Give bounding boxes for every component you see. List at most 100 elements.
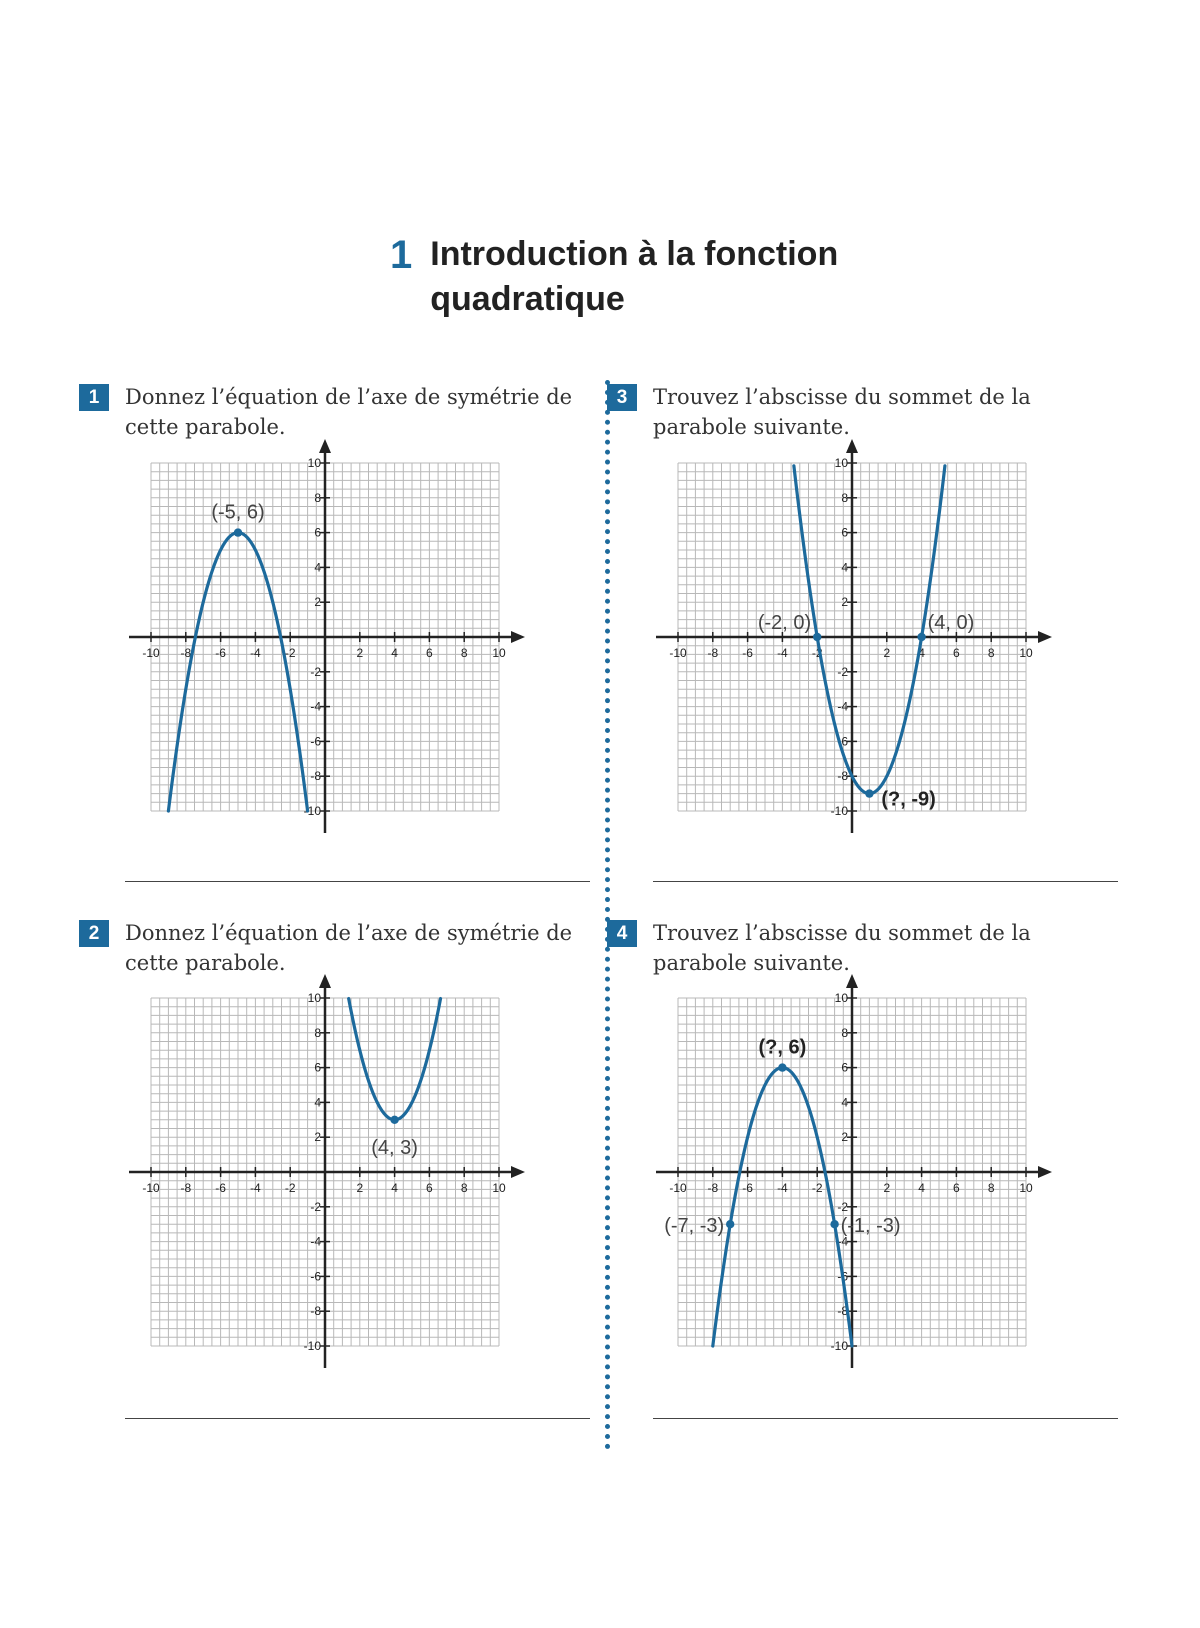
y-tick-label: 6 <box>841 1061 848 1075</box>
y-tick-label: -8 <box>837 769 848 783</box>
x-tick-label: -6 <box>215 1181 226 1195</box>
x-tick-label: 8 <box>988 646 995 660</box>
y-tick-label: -8 <box>310 1304 321 1318</box>
y-tick-label: 6 <box>841 526 848 540</box>
point-label: (4, 0) <box>928 612 975 634</box>
x-tick-label: 2 <box>883 1181 890 1195</box>
y-tick-label: 4 <box>841 560 848 574</box>
y-tick-label: 10 <box>308 991 322 1005</box>
x-tick-label: 4 <box>918 1181 925 1195</box>
y-tick-label: -6 <box>310 1269 321 1283</box>
y-axis-arrow <box>846 439 858 453</box>
x-tick-label: -10 <box>669 646 687 660</box>
point-marker <box>726 1220 735 1229</box>
point-marker <box>830 1220 839 1229</box>
x-tick-label: 4 <box>918 646 925 660</box>
x-tick-label: -6 <box>742 1181 753 1195</box>
point-marker <box>917 632 926 642</box>
exercise-prompt: Donnez l’équation de l’axe de symétrie d… <box>125 385 573 439</box>
y-tick-label: 2 <box>314 595 321 609</box>
chapter-title: Introduction à la fonction quadratique <box>430 235 839 318</box>
y-tick-label: -8 <box>310 769 321 783</box>
exercise-number-badge: 2 <box>79 920 109 947</box>
x-tick-label: -6 <box>215 646 226 660</box>
x-tick-label: -2 <box>812 646 823 660</box>
exercise-prompt: Trouvez l’abscisse du sommet de la parab… <box>653 921 1031 975</box>
x-tick-label: -10 <box>669 1181 687 1195</box>
y-tick-label: -4 <box>310 1235 321 1249</box>
exercise-number-badge: 1 <box>79 384 109 411</box>
x-tick-label: 2 <box>356 1181 363 1195</box>
x-tick-label: 6 <box>953 1181 960 1195</box>
x-tick-label: -2 <box>285 1181 296 1195</box>
graph-exercise-2: -10 -8 -6 -4 -2 2 4 6 8 10 10 8 6 4 2 -2 -4 -6 -8 -10 (4, 3) <box>129 974 525 1368</box>
graph-exercise-3: -10 -8 -6 -4 -2 2 4 6 8 10 10 8 6 4 2 -2 -4 -6 -8 -10 (-2, 0… <box>656 439 1052 833</box>
y-tick-label: -4 <box>310 700 321 714</box>
y-tick-label: 2 <box>314 1130 321 1144</box>
x-tick-label: -8 <box>707 1181 718 1195</box>
x-tick-label: 10 <box>492 1181 506 1195</box>
x-tick-label: -6 <box>742 646 753 660</box>
answer-line-2[interactable] <box>125 1418 590 1419</box>
y-tick-label: 8 <box>314 1026 321 1040</box>
x-tick-label: -8 <box>707 646 718 660</box>
y-tick-label: -4 <box>837 700 848 714</box>
answer-line-4[interactable] <box>653 1418 1118 1419</box>
exercise-number-badge: 3 <box>607 384 637 411</box>
point-label: (?, -9) <box>881 789 935 811</box>
y-tick-label: 2 <box>841 1130 848 1144</box>
y-tick-label: 8 <box>841 491 848 505</box>
x-tick-label: 6 <box>953 646 960 660</box>
y-tick-label: 4 <box>841 1095 848 1109</box>
y-tick-label: -4 <box>837 1235 848 1249</box>
y-tick-label: 6 <box>314 1061 321 1075</box>
answer-line-1[interactable] <box>125 881 590 882</box>
y-tick-label: 10 <box>835 991 849 1005</box>
x-tick-label: 8 <box>988 1181 995 1195</box>
x-tick-label: -10 <box>142 1181 160 1195</box>
x-tick-label: 10 <box>1019 1181 1033 1195</box>
point-marker <box>390 1115 399 1124</box>
exercise-number-badge: 4 <box>607 920 637 947</box>
x-tick-label: 2 <box>883 646 890 660</box>
x-tick-label: 8 <box>461 1181 468 1195</box>
point-marker <box>865 789 874 798</box>
y-tick-label: 10 <box>835 456 849 470</box>
y-axis-arrow <box>319 974 331 988</box>
point-label: (4, 3) <box>371 1137 418 1159</box>
y-tick-label: 8 <box>314 491 321 505</box>
answer-line-3[interactable] <box>653 881 1118 882</box>
y-tick-label: -10 <box>831 804 849 818</box>
x-tick-label: -2 <box>285 646 296 660</box>
y-tick-label: 8 <box>841 1026 848 1040</box>
x-tick-label: -8 <box>180 1181 191 1195</box>
exercise-prompt: Trouvez l’abscisse du sommet de la parab… <box>653 385 1031 439</box>
y-tick-label: -10 <box>831 1339 849 1353</box>
point-marker <box>233 528 243 537</box>
chapter-heading: 1 Introduction à la fonction quadratique <box>390 232 930 322</box>
x-tick-label: -4 <box>250 1181 261 1195</box>
x-tick-label: 4 <box>391 646 398 660</box>
x-axis-arrow <box>1038 631 1052 643</box>
y-tick-label: 4 <box>314 1095 321 1109</box>
x-tick-label: -2 <box>812 1181 823 1195</box>
y-tick-label: -2 <box>837 1200 848 1214</box>
y-tick-label: 10 <box>308 456 322 470</box>
point-marker <box>813 632 822 642</box>
x-tick-label: 4 <box>391 1181 398 1195</box>
x-tick-label: -4 <box>250 646 261 660</box>
y-tick-label: 2 <box>841 595 848 609</box>
chapter-number: 1 <box>390 233 413 277</box>
x-tick-label: 10 <box>492 646 506 660</box>
y-tick-label: -8 <box>837 1304 848 1318</box>
x-tick-label: 6 <box>426 646 433 660</box>
x-tick-label: -4 <box>777 1181 788 1195</box>
y-tick-label: 6 <box>314 526 321 540</box>
column-divider <box>605 380 610 1450</box>
x-tick-label: 6 <box>426 1181 433 1195</box>
point-label: (-1, -3) <box>841 1215 901 1237</box>
y-tick-label: -6 <box>310 734 321 748</box>
x-tick-label: -4 <box>777 646 788 660</box>
